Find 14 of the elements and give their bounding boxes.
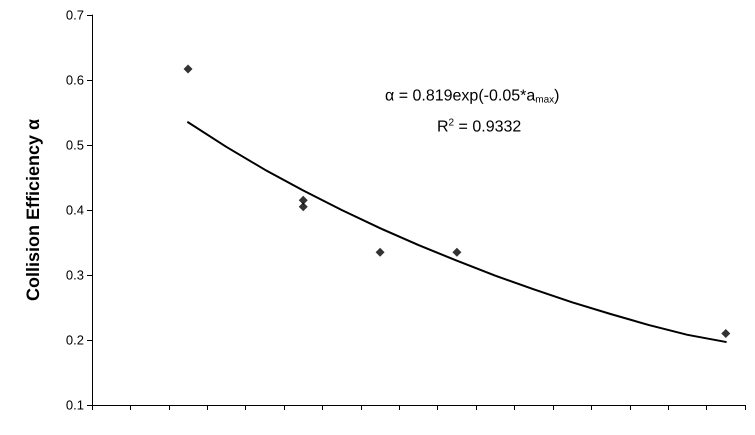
y-tick-label: 0.4 — [66, 202, 84, 218]
y-tick-label: 0.7 — [66, 8, 84, 22]
point — [452, 248, 462, 257]
point — [298, 196, 308, 205]
y-tick-label: 0.1 — [66, 398, 84, 412]
point — [184, 64, 193, 74]
y-axis-title: Collision Efficiency α — [23, 118, 43, 302]
y-tick-label: 0.5 — [66, 138, 84, 152]
y-tick-label: 0.6 — [66, 72, 84, 88]
point — [376, 248, 385, 257]
y-tick-label: 0.3 — [66, 268, 84, 282]
point — [721, 329, 730, 338]
point — [298, 202, 308, 212]
y-tick-label: 0.2 — [66, 332, 84, 348]
